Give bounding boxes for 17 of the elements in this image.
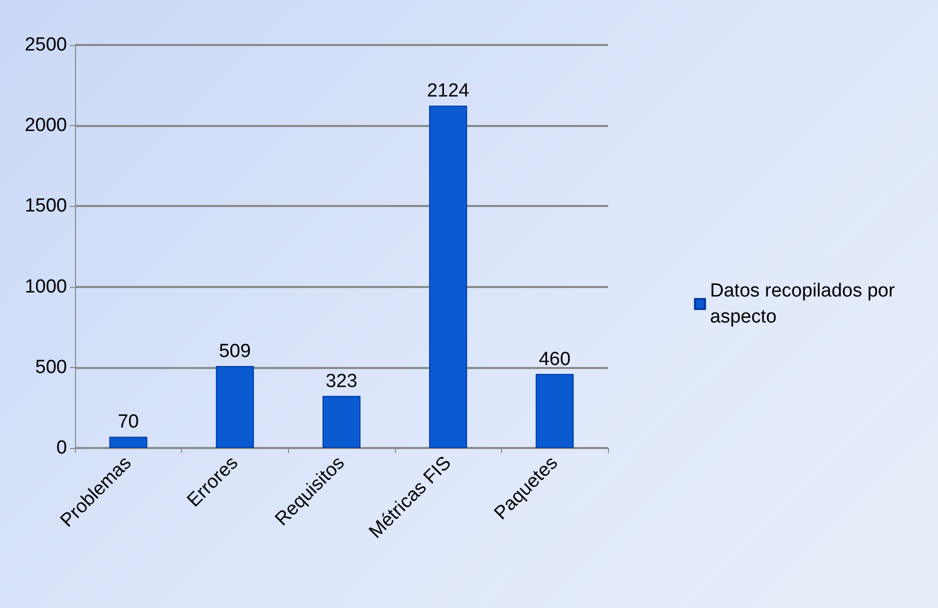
bar (429, 106, 468, 448)
bar (216, 366, 254, 448)
data-label: 509 (219, 340, 251, 362)
bar (536, 374, 574, 448)
data-label: 460 (538, 348, 571, 370)
y-tick-label: 500 (35, 356, 67, 378)
y-tick-label: 0 (56, 438, 67, 458)
data-label: 323 (326, 370, 358, 392)
data-label: 70 (118, 412, 139, 433)
y-tick-label: 1500 (24, 196, 67, 217)
y-tick-label: 2000 (24, 115, 67, 136)
legend-label: Datos recopilados por aspecto (710, 280, 900, 328)
y-tick-label: 1000 (24, 276, 67, 298)
y-tick-label: 2500 (24, 34, 67, 56)
bar (322, 396, 360, 448)
bar (109, 436, 148, 448)
data-label: 2124 (426, 80, 470, 102)
